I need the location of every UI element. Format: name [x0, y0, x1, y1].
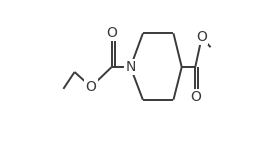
- Text: O: O: [190, 90, 201, 104]
- Text: O: O: [86, 80, 96, 94]
- Text: N: N: [125, 60, 136, 74]
- Text: O: O: [106, 26, 117, 40]
- Text: O: O: [196, 30, 207, 44]
